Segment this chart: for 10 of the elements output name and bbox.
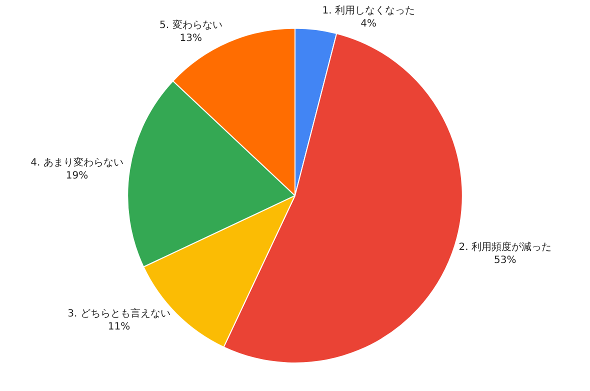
slice-label: 1. 利用しなくなった bbox=[322, 4, 415, 17]
slice-label: 4. あまり変わらない bbox=[30, 156, 124, 169]
slice-label: 5. 変わらない bbox=[160, 18, 222, 31]
data-label: 53% bbox=[494, 255, 516, 266]
data-label: 11% bbox=[108, 322, 130, 333]
data-label: 4% bbox=[360, 18, 377, 30]
data-label: 19% bbox=[66, 170, 88, 182]
slice-label: 3. どちらとも言えない bbox=[68, 308, 170, 320]
data-label: 13% bbox=[180, 32, 202, 44]
slice-label: 2. 利用頻度が減った bbox=[458, 241, 552, 254]
